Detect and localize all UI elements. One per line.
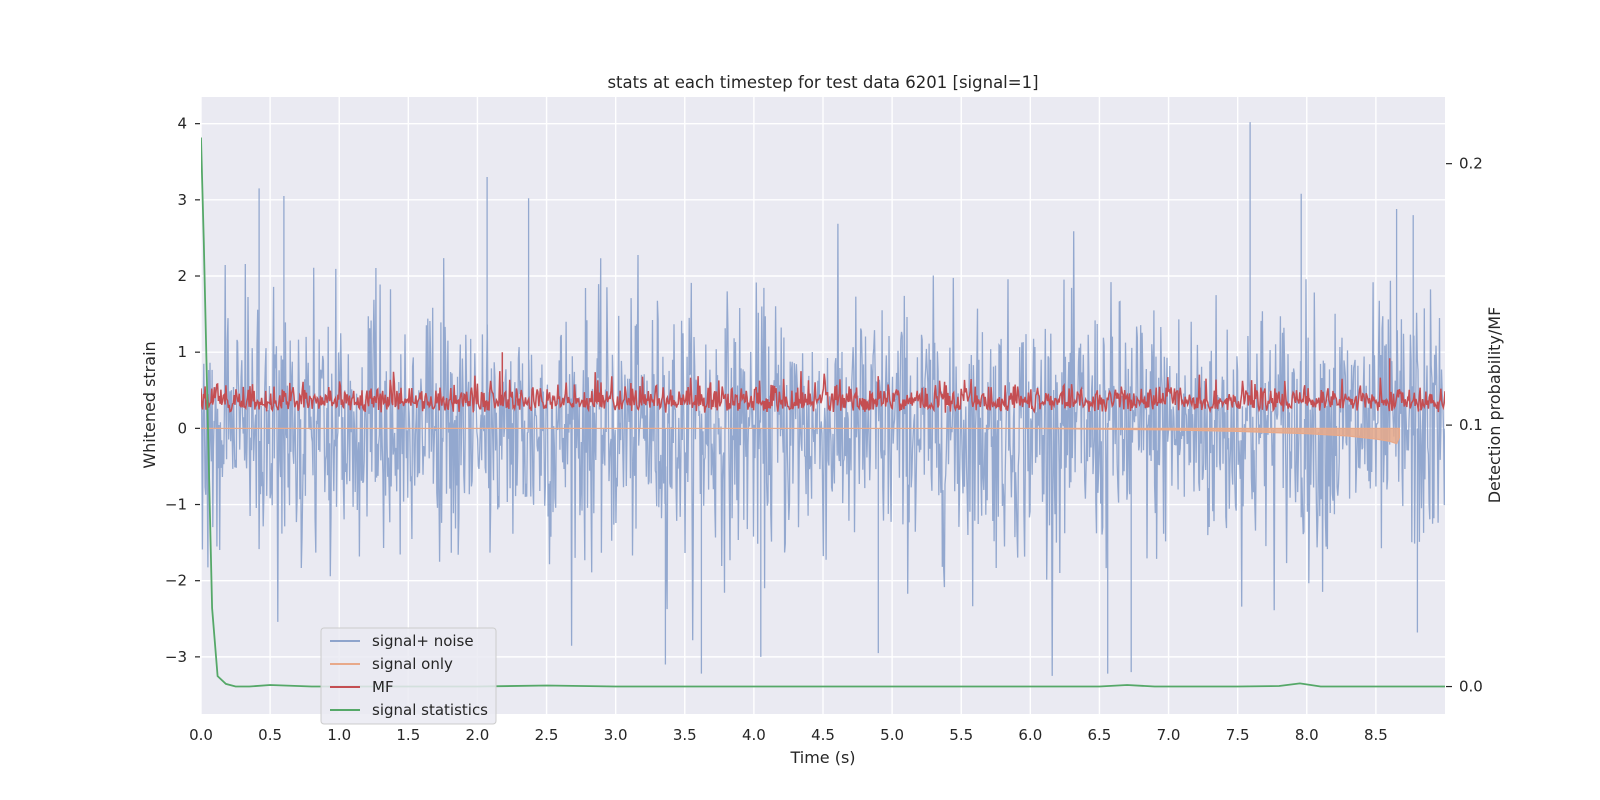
x-tick-label: 0.5 bbox=[258, 726, 282, 744]
legend-label: signal only bbox=[372, 655, 453, 673]
legend: signal+ noise signal only MF signal statist… bbox=[320, 627, 497, 725]
y-tick-label: −2 bbox=[165, 572, 187, 590]
series-mf bbox=[201, 352, 1445, 414]
x-tick-label: 1.5 bbox=[396, 726, 420, 744]
x-tick-label: 1.0 bbox=[327, 726, 351, 744]
series-signal-only bbox=[201, 427, 1400, 445]
x-tick-label: 3.0 bbox=[604, 726, 628, 744]
series-layer bbox=[201, 122, 1445, 688]
y-tick-label: 3 bbox=[177, 191, 187, 209]
legend-label: MF bbox=[372, 678, 394, 696]
y-axis-label: Whitened strain bbox=[140, 341, 159, 468]
x-tick-label: 8.5 bbox=[1364, 726, 1388, 744]
x-tick-label: 7.5 bbox=[1226, 726, 1250, 744]
x-tick-label: 3.5 bbox=[673, 726, 697, 744]
legend-label: signal+ noise bbox=[372, 632, 474, 650]
y-tick-label: 2 bbox=[177, 267, 187, 285]
legend-label: signal statistics bbox=[372, 701, 488, 719]
y-tick-label: −3 bbox=[165, 648, 187, 666]
y2-axis-label: Detection probability/MF bbox=[1485, 307, 1504, 504]
y2-tick-label: 0.1 bbox=[1459, 416, 1483, 434]
x-tick-label: 6.0 bbox=[1018, 726, 1042, 744]
x-tick-label: 5.5 bbox=[949, 726, 973, 744]
y-tick-label: 1 bbox=[177, 343, 187, 361]
series-signal-noise bbox=[201, 122, 1445, 676]
x-tick-label: 4.0 bbox=[742, 726, 766, 744]
y2-tick-label: 0.2 bbox=[1459, 155, 1483, 173]
y-tick-label: 0 bbox=[177, 419, 187, 437]
x-tick-label: 2.5 bbox=[535, 726, 559, 744]
y-tick-label: 4 bbox=[177, 115, 187, 133]
chart-title: stats at each timestep for test data 620… bbox=[607, 73, 1038, 92]
y2-tick-label: 0.0 bbox=[1459, 678, 1483, 696]
x-tick-label: 6.5 bbox=[1088, 726, 1112, 744]
y-tick-label: −1 bbox=[165, 496, 187, 514]
x-tick-label: 8.0 bbox=[1295, 726, 1319, 744]
x-tick-label: 4.5 bbox=[811, 726, 835, 744]
x-tick-label: 5.0 bbox=[880, 726, 904, 744]
x-tick-label: 2.0 bbox=[466, 726, 490, 744]
tick-layer: 0.0 0.5 1.0 1.5 2.0 2.5 3.0 3.5 4.0 4.5 5.0 5.5 6.0 6… bbox=[165, 115, 1483, 744]
x-axis-label: Time (s) bbox=[789, 748, 855, 767]
series-signal-statistics bbox=[201, 137, 1445, 688]
x-tick-label: 7.0 bbox=[1157, 726, 1181, 744]
x-tick-label: 0.0 bbox=[189, 726, 213, 744]
legend-box bbox=[320, 627, 497, 725]
